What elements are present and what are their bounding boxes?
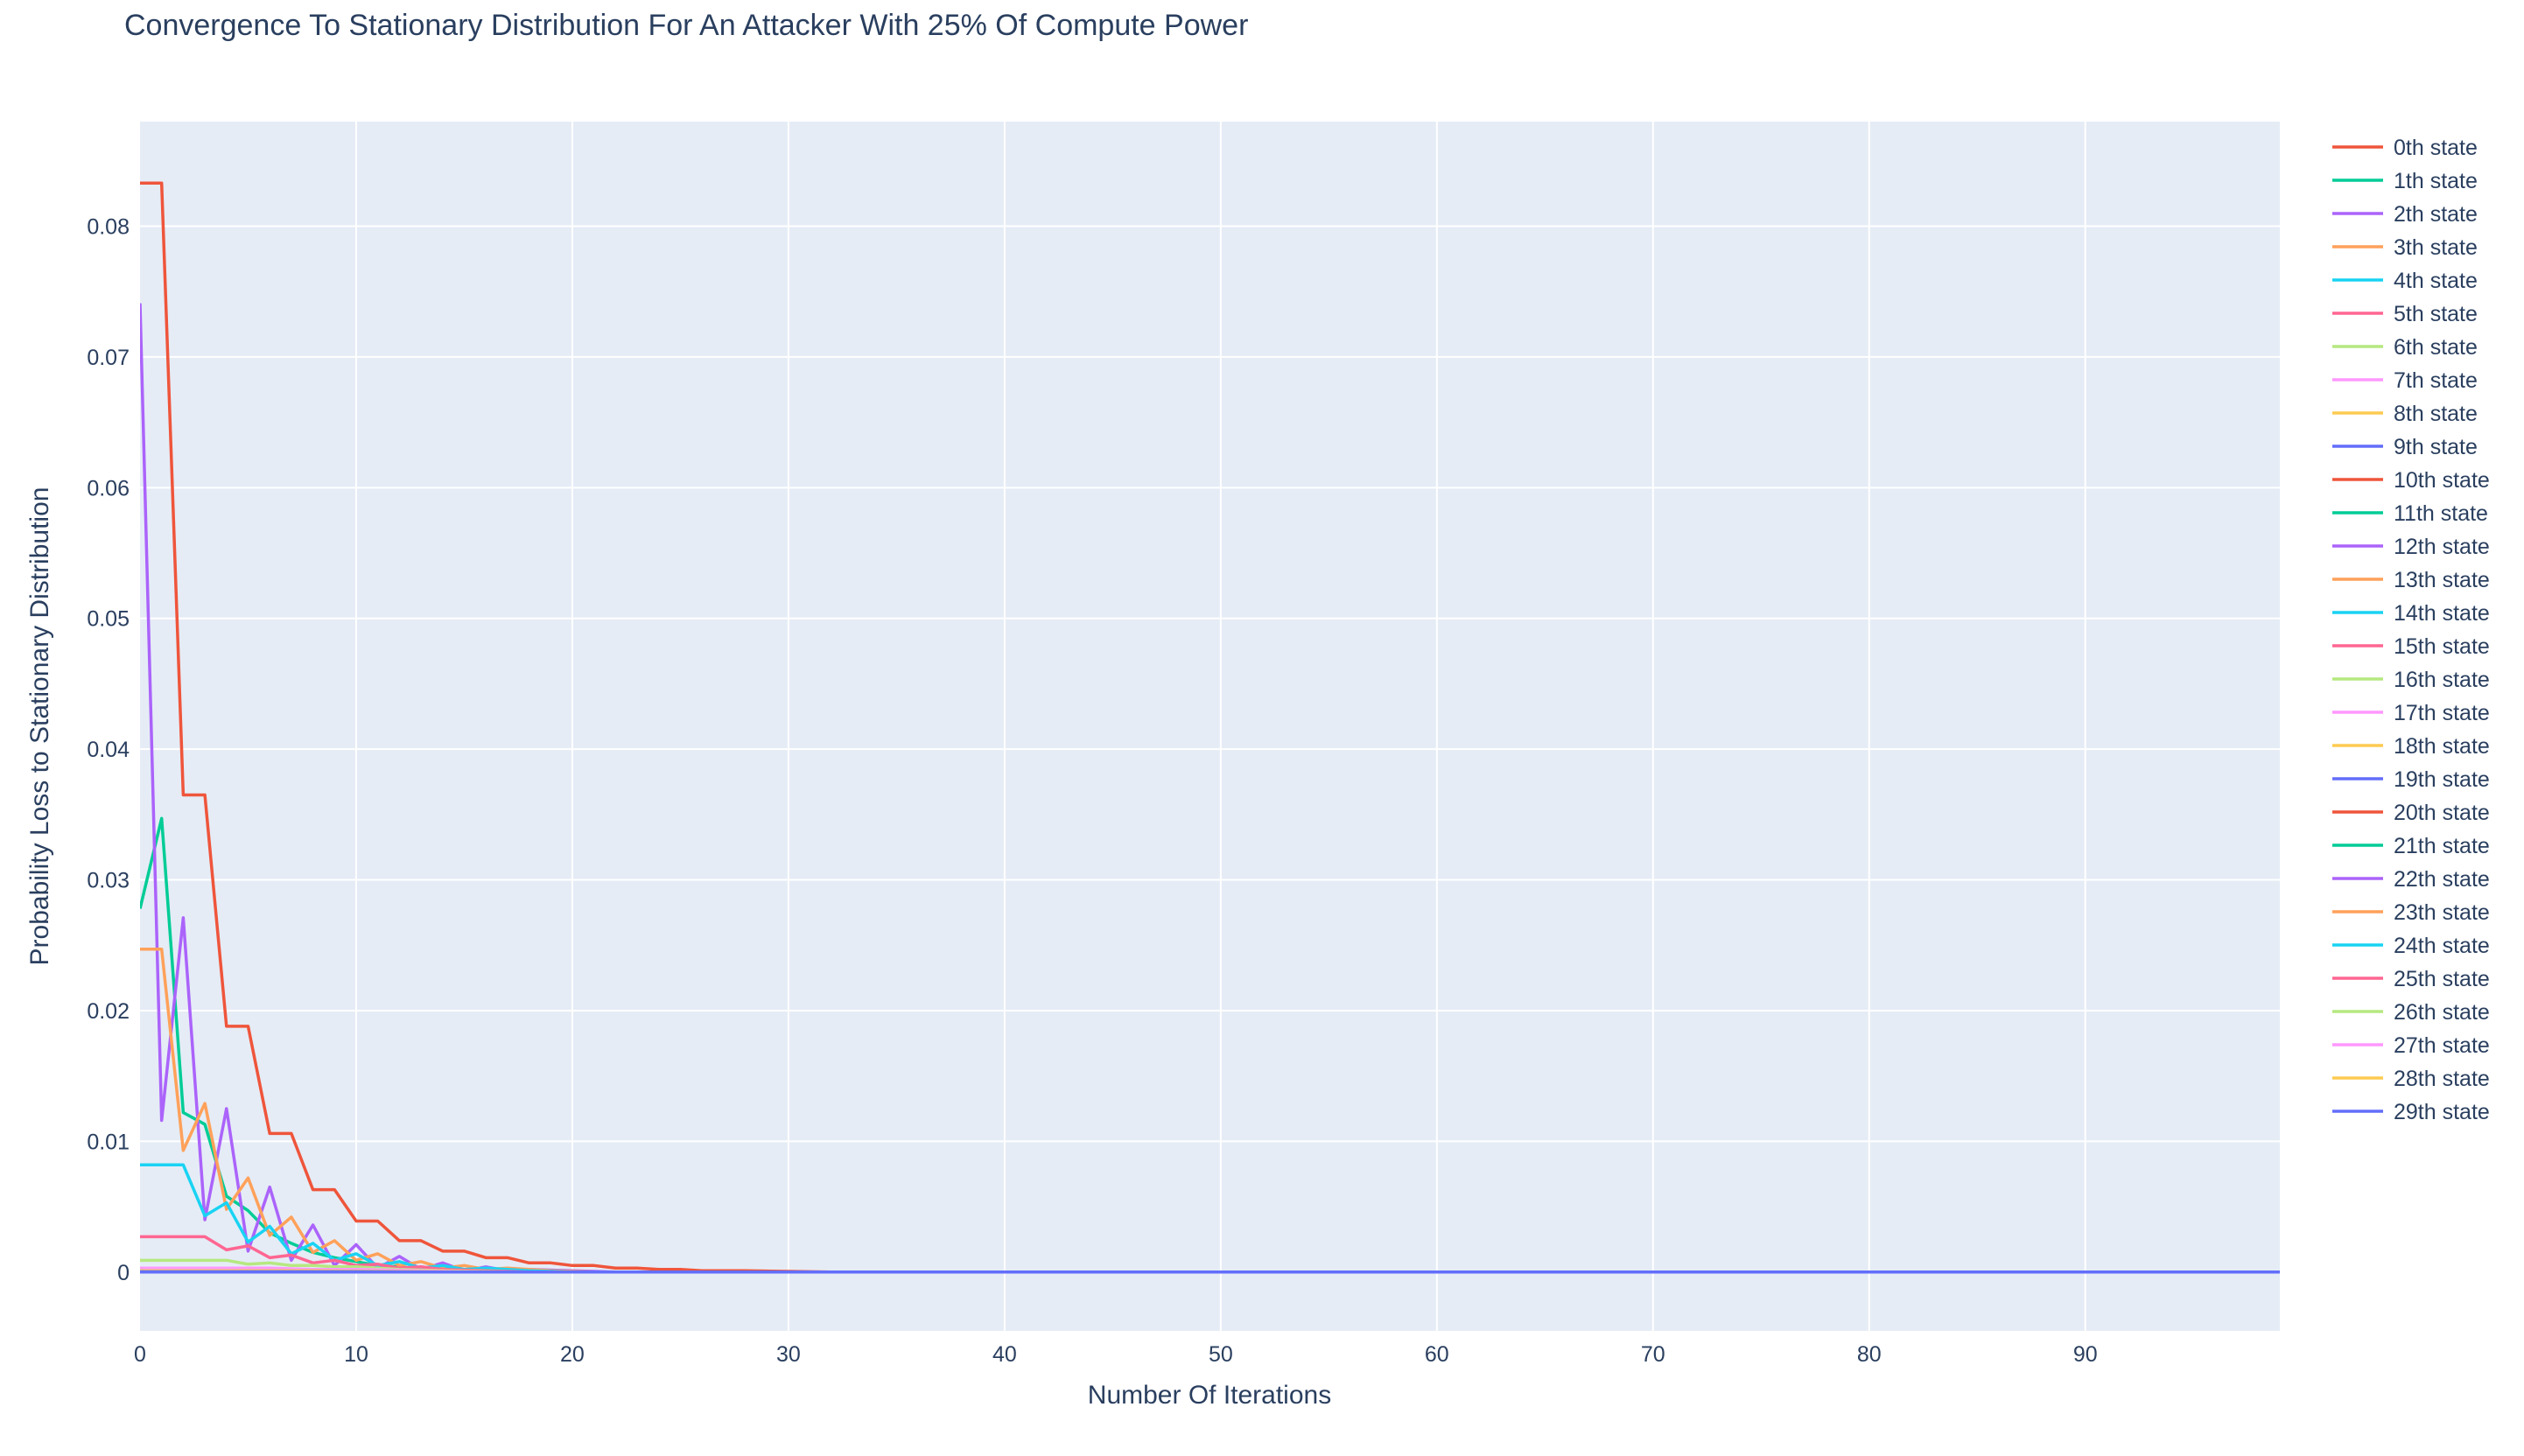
x-tick-label: 0 bbox=[134, 1342, 146, 1367]
legend-label: 2th state bbox=[2394, 202, 2478, 227]
legend-label: 9th state bbox=[2394, 435, 2478, 459]
legend-item[interactable]: 21th state bbox=[2332, 834, 2490, 858]
x-tick-label: 80 bbox=[1857, 1342, 1882, 1367]
y-tick-label: 0.07 bbox=[87, 346, 130, 370]
legend-item[interactable]: 13th state bbox=[2332, 568, 2490, 592]
x-tick-label: 40 bbox=[992, 1342, 1017, 1367]
legend-item[interactable]: 28th state bbox=[2332, 1067, 2490, 1091]
legend-label: 16th state bbox=[2394, 668, 2490, 692]
legend-item[interactable]: 27th state bbox=[2332, 1033, 2490, 1058]
y-tick-label: 0.02 bbox=[87, 999, 130, 1024]
y-tick-label: 0.05 bbox=[87, 607, 130, 632]
legend-item[interactable]: 2th state bbox=[2332, 202, 2478, 227]
legend-label: 11th state bbox=[2394, 501, 2488, 526]
legend-item[interactable]: 8th state bbox=[2332, 402, 2478, 426]
x-tick-label: 60 bbox=[1425, 1342, 1449, 1367]
y-axis-ticks: 0 0.01 0.02 0.03 0.04 0.05 0.06 0.07 0.08 bbox=[87, 215, 130, 1285]
legend-item[interactable]: 26th state bbox=[2332, 1000, 2490, 1025]
legend-label: 5th state bbox=[2394, 302, 2478, 326]
y-tick-label: 0.04 bbox=[87, 738, 130, 762]
x-tick-label: 50 bbox=[1209, 1342, 1233, 1367]
legend-item[interactable]: 14th state bbox=[2332, 601, 2490, 626]
x-tick-label: 10 bbox=[344, 1342, 368, 1367]
legend-item[interactable]: 0th state bbox=[2332, 136, 2478, 160]
y-tick-label: 0.08 bbox=[87, 215, 130, 240]
legend-label: 20th state bbox=[2394, 801, 2490, 825]
series-line-4 bbox=[140, 1163, 2280, 1274]
legend-label: 7th state bbox=[2394, 368, 2478, 393]
legend-item[interactable]: 11th state bbox=[2332, 501, 2488, 526]
legend-item[interactable]: 4th state bbox=[2332, 269, 2478, 293]
y-tick-label: 0 bbox=[117, 1261, 130, 1285]
legend-label: 8th state bbox=[2394, 402, 2478, 426]
x-axis-ticks: 0 10 20 30 40 50 60 70 80 90 bbox=[134, 1342, 2098, 1367]
grid bbox=[140, 122, 2280, 1331]
legend-item[interactable]: 18th state bbox=[2332, 734, 2490, 759]
x-tick-label: 30 bbox=[776, 1342, 801, 1367]
legend-label: 21th state bbox=[2394, 834, 2490, 858]
plot-background bbox=[140, 122, 2280, 1331]
legend-label: 14th state bbox=[2394, 601, 2490, 626]
x-axis-title: Number Of Iterations bbox=[1088, 1381, 1331, 1410]
legend-item[interactable]: 24th state bbox=[2332, 934, 2490, 958]
legend-item[interactable]: 6th state bbox=[2332, 335, 2478, 360]
legend-label: 0th state bbox=[2394, 136, 2478, 160]
chart-title: Convergence To Stationary Distribution F… bbox=[124, 9, 1248, 42]
legend-label: 19th state bbox=[2394, 767, 2490, 792]
legend-item[interactable]: 9th state bbox=[2332, 435, 2478, 459]
x-tick-label: 90 bbox=[2073, 1342, 2098, 1367]
legend-item[interactable]: 23th state bbox=[2332, 900, 2490, 925]
series-line-0 bbox=[140, 181, 2280, 1274]
legend-item[interactable]: 22th state bbox=[2332, 867, 2490, 892]
legend-label: 10th state bbox=[2394, 468, 2490, 493]
legend-label: 23th state bbox=[2394, 900, 2490, 925]
legend-item[interactable]: 19th state bbox=[2332, 767, 2490, 792]
legend-item[interactable]: 20th state bbox=[2332, 801, 2490, 825]
legend-item[interactable]: 5th state bbox=[2332, 302, 2478, 326]
legend-label: 12th state bbox=[2394, 535, 2490, 559]
legend-item[interactable]: 16th state bbox=[2332, 668, 2490, 692]
series-layer bbox=[140, 181, 2280, 1274]
legend-item[interactable]: 10th state bbox=[2332, 468, 2490, 493]
legend-item[interactable]: 25th state bbox=[2332, 967, 2490, 991]
y-tick-label: 0.01 bbox=[87, 1130, 130, 1154]
legend-item[interactable]: 29th state bbox=[2332, 1100, 2490, 1124]
legend-label: 13th state bbox=[2394, 568, 2490, 592]
x-tick-label: 20 bbox=[560, 1342, 585, 1367]
y-axis-title: Probability Loss to Stationary Distribut… bbox=[25, 487, 54, 966]
legend-label: 24th state bbox=[2394, 934, 2490, 958]
legend-label: 4th state bbox=[2394, 269, 2478, 293]
legend[interactable]: 0th state 1th state 2th state 3th state 4th … bbox=[2332, 136, 2490, 1124]
y-tick-label: 0.03 bbox=[87, 869, 130, 893]
legend-label: 6th state bbox=[2394, 335, 2478, 360]
legend-item[interactable]: 3th state bbox=[2332, 235, 2478, 260]
legend-label: 1th state bbox=[2394, 169, 2478, 193]
legend-item[interactable]: 1th state bbox=[2332, 169, 2478, 193]
legend-label: 26th state bbox=[2394, 1000, 2490, 1025]
legend-item[interactable]: 15th state bbox=[2332, 634, 2490, 659]
legend-label: 22th state bbox=[2394, 867, 2490, 892]
legend-item[interactable]: 17th state bbox=[2332, 701, 2490, 725]
legend-item[interactable]: 7th state bbox=[2332, 368, 2478, 393]
legend-item[interactable]: 12th state bbox=[2332, 535, 2490, 559]
x-tick-label: 70 bbox=[1641, 1342, 1665, 1367]
legend-label: 25th state bbox=[2394, 967, 2490, 991]
legend-label: 3th state bbox=[2394, 235, 2478, 260]
y-tick-label: 0.06 bbox=[87, 476, 130, 500]
legend-label: 27th state bbox=[2394, 1033, 2490, 1058]
legend-label: 17th state bbox=[2394, 701, 2490, 725]
legend-label: 15th state bbox=[2394, 634, 2490, 659]
legend-label: 29th state bbox=[2394, 1100, 2490, 1124]
legend-label: 28th state bbox=[2394, 1067, 2490, 1091]
legend-label: 18th state bbox=[2394, 734, 2490, 759]
